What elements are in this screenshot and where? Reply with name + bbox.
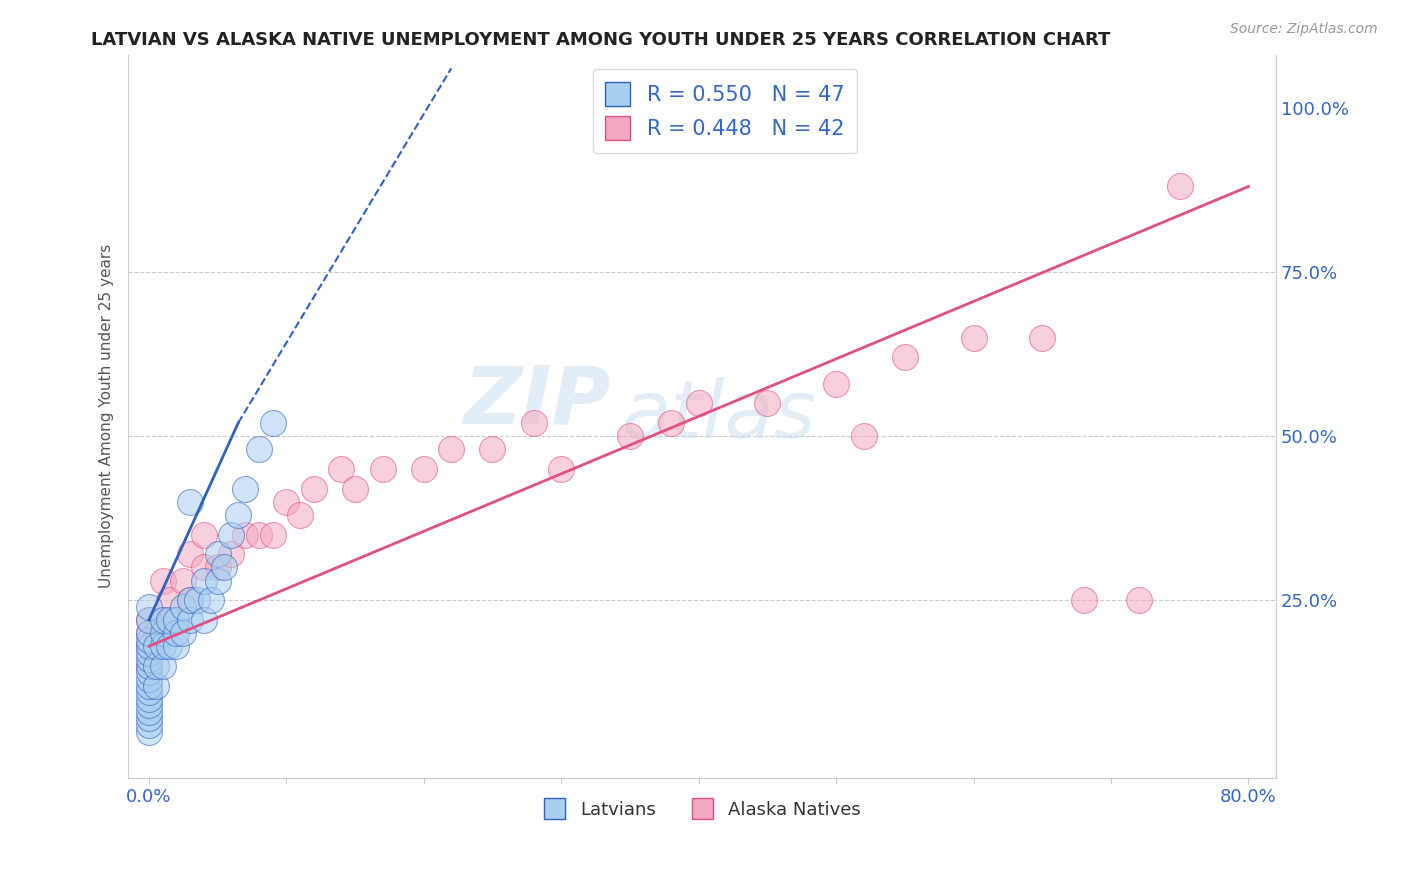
Point [165,639,187,653]
Point [262,527,284,541]
Point [262,416,284,430]
Point [172,574,194,588]
Point [330,462,353,476]
Point [138,659,160,673]
Text: Source: ZipAtlas.com: Source: ZipAtlas.com [1230,22,1378,37]
Text: atlas: atlas [621,377,817,455]
Point [138,613,160,627]
Point [138,659,160,673]
Point [138,724,160,739]
Point [688,396,710,410]
Point [233,527,256,541]
Point [1073,593,1095,607]
Point [138,639,160,653]
Point [1031,330,1053,344]
Point [193,574,215,588]
Point [138,613,160,627]
Point [138,665,160,680]
Point [247,527,270,541]
Point [172,626,194,640]
Point [179,613,201,627]
Point [165,613,187,627]
Point [226,508,249,522]
Point [193,527,215,541]
Point [152,639,174,653]
Point [852,429,875,443]
Point [207,574,229,588]
Point [138,691,160,706]
Point [233,482,256,496]
Point [138,679,160,693]
Point [440,442,463,457]
Point [145,639,167,653]
Legend: Latvians, Alaska Natives: Latvians, Alaska Natives [537,791,868,826]
Point [302,482,325,496]
Point [962,330,984,344]
Point [193,613,215,627]
Point [138,632,160,647]
Point [159,613,181,627]
Point [152,626,174,640]
Point [344,482,367,496]
Point [894,350,917,364]
Point [138,639,160,653]
Point [179,593,201,607]
Point [138,718,160,732]
Point [152,613,174,627]
Point [159,639,181,653]
Point [179,593,201,607]
Point [152,574,174,588]
Point [481,442,503,457]
Point [145,679,167,693]
Point [288,508,311,522]
Point [138,599,160,614]
Point [550,462,572,476]
Point [145,659,167,673]
Point [172,599,194,614]
Point [247,442,270,457]
Point [152,659,174,673]
Point [138,672,160,686]
Point [221,547,243,561]
Point [1168,179,1191,194]
Point [138,711,160,725]
Text: ZIP: ZIP [463,363,610,441]
Point [179,494,201,508]
Point [152,613,174,627]
Point [138,626,160,640]
Point [159,593,181,607]
Point [138,685,160,699]
Point [276,494,298,508]
Point [138,652,160,666]
Point [523,416,546,430]
Point [619,429,641,443]
Point [193,560,215,574]
Point [412,462,434,476]
Point [186,593,208,607]
Point [207,547,229,561]
Point [207,560,229,574]
Point [138,626,160,640]
Point [221,527,243,541]
Point [371,462,394,476]
Y-axis label: Unemployment Among Youth under 25 years: Unemployment Among Youth under 25 years [100,244,114,589]
Point [165,613,187,627]
Point [659,416,682,430]
Point [145,626,167,640]
Text: LATVIAN VS ALASKA NATIVE UNEMPLOYMENT AMONG YOUTH UNDER 25 YEARS CORRELATION CHA: LATVIAN VS ALASKA NATIVE UNEMPLOYMENT AM… [91,31,1111,49]
Point [825,376,848,391]
Point [1128,593,1150,607]
Point [138,646,160,660]
Point [138,705,160,719]
Point [200,593,222,607]
Point [165,626,187,640]
Point [138,698,160,713]
Point [179,547,201,561]
Point [756,396,779,410]
Point [214,560,236,574]
